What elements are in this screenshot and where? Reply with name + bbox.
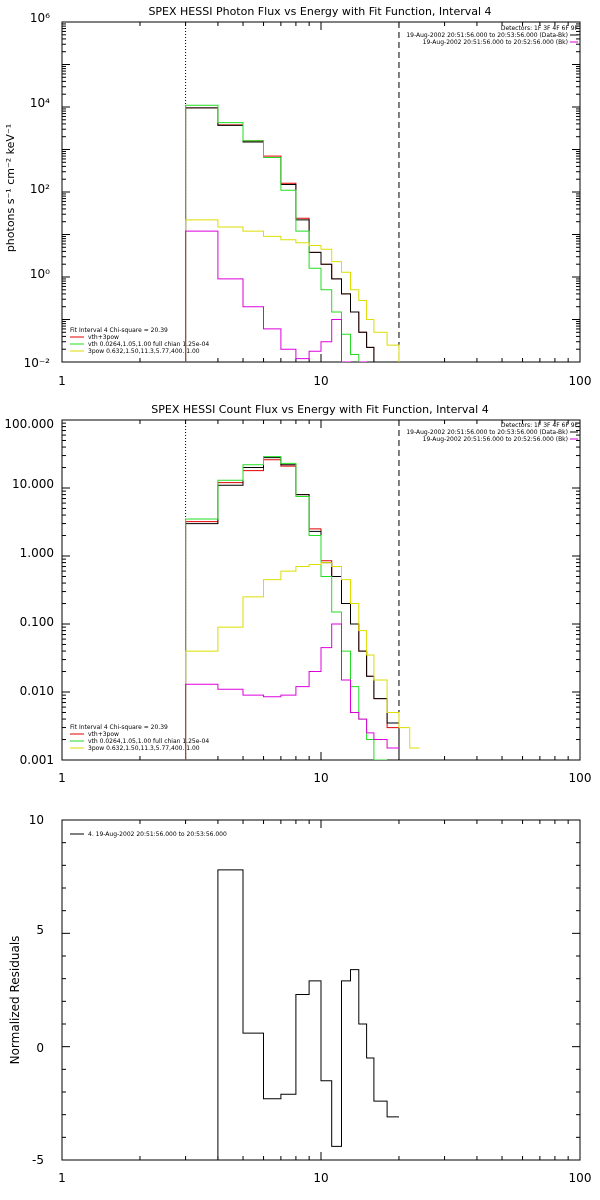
legend-text: 19-Aug-2002 20:51:56.000 to 20:53:56.000… bbox=[406, 429, 568, 436]
x-tick-label: 10 bbox=[313, 374, 328, 388]
legend-text: vth+3pow bbox=[88, 731, 119, 738]
y-tick-label: 10⁻² bbox=[24, 356, 51, 370]
legend-text: 4. 19-Aug-2002 20:51:56.000 to 20:53:56.… bbox=[88, 831, 227, 838]
x-tick-label: 1 bbox=[58, 374, 66, 388]
x-tick-label: 10 bbox=[313, 771, 328, 785]
x-tick-label: 100 bbox=[569, 771, 592, 785]
y-tick-label: 100.000 bbox=[4, 417, 54, 431]
series-line bbox=[185, 623, 399, 760]
y-tick-label: 10.000 bbox=[12, 477, 54, 491]
legend-text: 3pow 0.632,1.50,11.3,5.77,400.,1.00 bbox=[88, 745, 200, 752]
legend-text: 3pow 0.632,1.50,11.3,5.77,400.,1.00 bbox=[88, 348, 200, 355]
y-tick-label: 10⁶ bbox=[30, 11, 50, 25]
y-tick-label: 0.010 bbox=[20, 684, 54, 698]
series-line bbox=[185, 104, 360, 362]
x-tick-label: 1 bbox=[58, 771, 66, 785]
legend-text: Detectors: 1F 3F 4F 6F 9F bbox=[501, 25, 579, 32]
series-line bbox=[185, 107, 375, 362]
legend-text: 19-Aug-2002 20:51:56.000 to 20:52:56.000… bbox=[423, 436, 568, 443]
x-tick-label: 100 bbox=[569, 1171, 592, 1185]
series-line bbox=[185, 869, 399, 1160]
x-tick-label: 10 bbox=[313, 1171, 328, 1185]
y-tick-label: 0 bbox=[36, 1041, 44, 1055]
plot-layer bbox=[61, 21, 581, 1161]
y-tick-label: 10² bbox=[30, 182, 50, 196]
x-tick-label: 100 bbox=[569, 374, 592, 388]
series-line bbox=[185, 219, 400, 362]
y-tick-label: 10⁰ bbox=[30, 267, 50, 281]
count-flux-panel: SPEX HESSI Count Flux vs Energy with Fit… bbox=[4, 403, 591, 785]
legend-text: vth 0.0264,1.05,1.00 full chian 1.25e-04 bbox=[88, 341, 209, 348]
residuals-panel: Normalized Residuals -5 0 5 10 1 10 100 … bbox=[8, 813, 591, 1185]
series-line bbox=[185, 230, 368, 362]
legend-text: vth+3pow bbox=[88, 334, 119, 341]
y-tick-label: 5 bbox=[36, 923, 44, 937]
y-tick-label: 10⁴ bbox=[30, 96, 50, 110]
y-tick-label: 0.100 bbox=[20, 615, 54, 629]
legend-text: Fit Interval 4 Chi-square = 20.39 bbox=[70, 724, 168, 731]
legend-text: Detectors: 1F 3F 4F 6F 9F bbox=[501, 422, 579, 429]
legend-text: vth 0.0264,1.05,1.00 full chian 1.25e-04 bbox=[88, 738, 209, 745]
y-tick-label: 10 bbox=[29, 813, 44, 827]
y-tick-label: -5 bbox=[32, 1153, 44, 1167]
y-axis-label: photons s⁻¹ cm⁻² keV⁻¹ bbox=[4, 124, 17, 252]
chart-title: SPEX HESSI Photon Flux vs Energy with Fi… bbox=[148, 5, 491, 18]
y-tick-label: 1.000 bbox=[20, 546, 54, 560]
series-line bbox=[185, 562, 420, 760]
y-tick-label: 0.001 bbox=[20, 753, 54, 767]
x-tick-label: 1 bbox=[58, 1171, 66, 1185]
legend-text: 19-Aug-2002 20:51:56.000 to 20:53:56.000… bbox=[406, 32, 568, 39]
photon-flux-panel: SPEX HESSI Photon Flux vs Energy with Fi… bbox=[4, 5, 591, 388]
legend-text: Fit Interval 4 Chi-square = 20.39 bbox=[70, 327, 168, 334]
chart-title: SPEX HESSI Count Flux vs Energy with Fit… bbox=[151, 403, 488, 416]
legend-text: 19-Aug-2002 20:51:56.000 to 20:52:56.000… bbox=[423, 39, 568, 46]
y-axis-label: Normalized Residuals bbox=[8, 936, 22, 1065]
